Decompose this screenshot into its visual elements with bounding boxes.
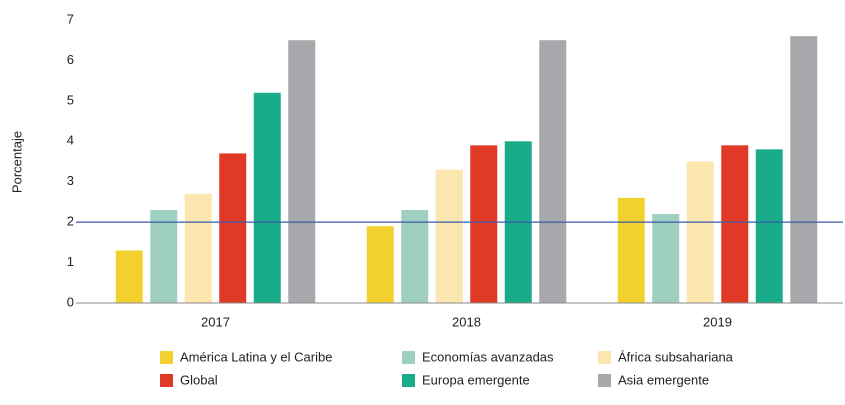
bar — [435, 169, 463, 303]
bar — [617, 197, 645, 303]
bar — [288, 40, 316, 303]
y-tick-label: 3 — [67, 173, 74, 188]
y-tick-label: 7 — [67, 11, 74, 26]
bar — [401, 210, 429, 303]
bar — [150, 210, 178, 303]
bar — [253, 92, 281, 304]
legend-label: Europa emergente — [422, 372, 530, 387]
bar — [755, 149, 783, 303]
y-tick-label: 2 — [67, 214, 74, 229]
bar — [686, 161, 714, 303]
bar — [366, 226, 394, 303]
bar — [539, 40, 567, 303]
legend-swatch — [402, 374, 415, 387]
x-tick-label: 2018 — [452, 314, 481, 329]
x-tick-label: 2017 — [201, 314, 230, 329]
y-tick-label: 0 — [67, 294, 74, 309]
y-tick-label: 1 — [67, 254, 74, 269]
legend-label: Asia emergente — [618, 372, 709, 387]
legend-label: África subsahariana — [618, 349, 734, 364]
bar — [652, 214, 680, 303]
bar — [721, 145, 749, 303]
y-axis-label: Porcentaje — [9, 131, 24, 193]
legend-swatch — [598, 351, 611, 364]
bar — [184, 193, 212, 303]
y-tick-label: 4 — [67, 133, 74, 148]
legend-swatch — [598, 374, 611, 387]
legend-swatch — [160, 374, 173, 387]
y-tick-label: 5 — [67, 92, 74, 107]
bar — [790, 36, 818, 304]
bar — [115, 250, 143, 303]
legend-label: América Latina y el Caribe — [180, 349, 332, 364]
x-tick-label: 2019 — [703, 314, 732, 329]
legend-swatch — [402, 351, 415, 364]
legend-label: Economías avanzadas — [422, 349, 554, 364]
legend-label: Global — [180, 372, 218, 387]
bar — [470, 145, 498, 303]
legend-swatch — [160, 351, 173, 364]
bar — [219, 153, 247, 303]
y-tick-label: 6 — [67, 52, 74, 67]
